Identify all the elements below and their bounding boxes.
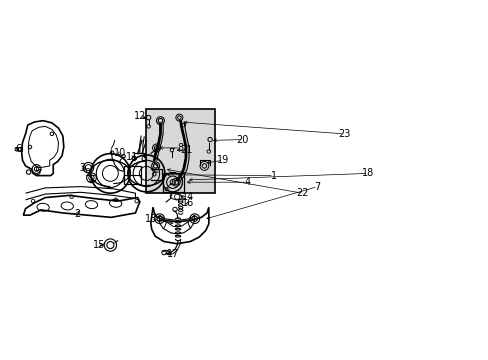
- Text: 6: 6: [15, 144, 21, 154]
- Text: 13: 13: [144, 214, 157, 224]
- Text: 11: 11: [126, 152, 138, 162]
- Text: 15: 15: [93, 240, 105, 250]
- Text: 7: 7: [314, 181, 320, 192]
- Text: 22: 22: [296, 188, 308, 198]
- Text: 5: 5: [34, 167, 41, 177]
- Text: 10: 10: [114, 148, 126, 158]
- Bar: [146, 109, 214, 193]
- Text: 19: 19: [217, 155, 229, 165]
- Text: 17: 17: [166, 249, 179, 259]
- Text: 20: 20: [236, 135, 248, 145]
- Text: 23: 23: [337, 129, 349, 139]
- Text: 2: 2: [74, 209, 80, 219]
- Text: 18: 18: [362, 168, 374, 179]
- Text: 4: 4: [244, 177, 250, 187]
- Text: 21: 21: [180, 145, 192, 155]
- Text: 16: 16: [182, 198, 194, 208]
- Bar: [123, 166, 141, 184]
- Text: 3: 3: [80, 163, 85, 173]
- Text: 9: 9: [84, 168, 90, 178]
- Text: 14: 14: [182, 192, 194, 202]
- Text: 8: 8: [177, 143, 183, 153]
- Text: 12: 12: [133, 111, 146, 121]
- Text: 1: 1: [270, 171, 276, 181]
